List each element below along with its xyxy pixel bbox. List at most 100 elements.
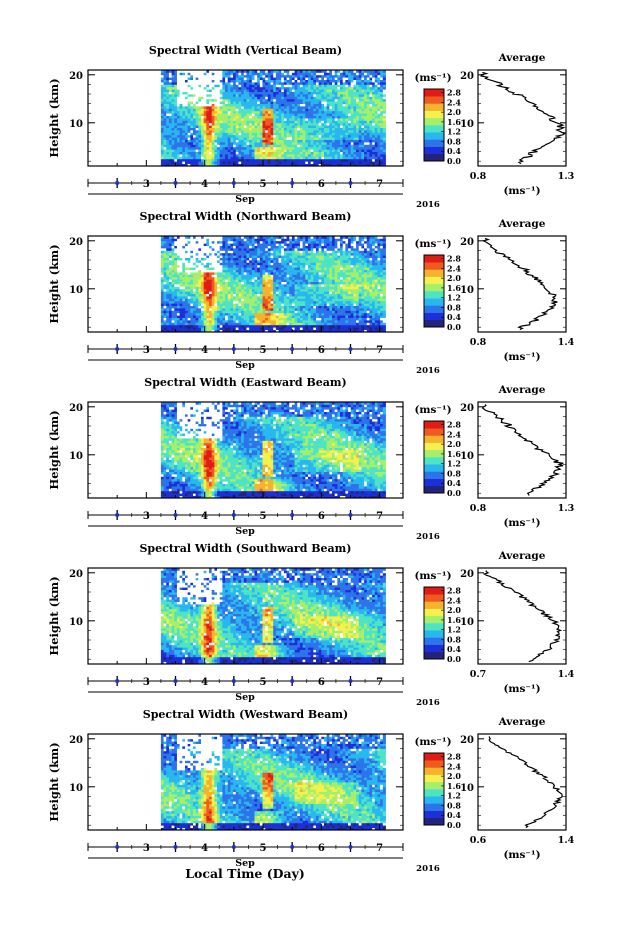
heatmap-cell: [206, 241, 209, 244]
heatmap-cell: [220, 250, 223, 253]
heatmap-cell: [217, 72, 220, 75]
heatmap-cell: [377, 147, 380, 150]
heatmap-cell: [230, 152, 233, 155]
heatmap-cell: [300, 111, 303, 114]
heatmap-cell: [188, 106, 191, 109]
heatmap-cell: [212, 327, 215, 330]
heatmap-cell: [220, 108, 223, 111]
heatmap-cell: [273, 132, 276, 135]
heatmap-cell: [228, 130, 231, 133]
heatmap-cell: [356, 128, 359, 131]
heatmap-cell: [249, 80, 252, 83]
heatmap-cell: [252, 106, 255, 109]
heatmap-cell: [377, 135, 380, 138]
heatmap-cell: [193, 128, 196, 131]
heatmap-cell: [201, 125, 204, 128]
heatmap-cell: [217, 246, 220, 249]
heatmap-cell: [182, 272, 185, 275]
heatmap-cell: [161, 315, 164, 318]
heatmap-cell: [335, 144, 338, 147]
heatmap-cell: [206, 310, 209, 313]
heatmap-cell: [238, 161, 241, 164]
heatmap-cell: [254, 253, 257, 256]
heatmap-cell: [220, 137, 223, 140]
heatmap-cell: [182, 113, 185, 116]
heatmap-cell: [201, 94, 204, 97]
heatmap-cell: [375, 82, 378, 85]
heatmap-cell: [284, 140, 287, 143]
heatmap-cell: [182, 135, 185, 138]
heatmap-cell: [367, 72, 370, 75]
heatmap-cell: [252, 298, 255, 301]
heatmap-cell: [222, 137, 225, 140]
heatmap-cell: [257, 84, 260, 87]
heatmap-cell: [241, 96, 244, 99]
heatmap-cell: [252, 315, 255, 318]
heatmap-cell: [246, 72, 249, 75]
heatmap-cell: [190, 132, 193, 135]
heatmap-cell: [214, 96, 217, 99]
heatmap-cell: [225, 159, 228, 162]
heatmap-cell: [246, 262, 249, 265]
heatmap-cell: [209, 82, 212, 85]
heatmap-cell: [172, 284, 175, 287]
heatmap-cell: [246, 147, 249, 150]
heatmap-cell: [337, 96, 340, 99]
heatmap-cell: [244, 156, 247, 159]
heatmap-cell: [348, 135, 351, 138]
heatmap-cell: [174, 250, 177, 253]
heatmap-cell: [375, 104, 378, 107]
heatmap-cell: [244, 308, 247, 311]
heatmap-cell: [182, 255, 185, 258]
heatmap-cell: [238, 241, 241, 244]
heatmap-cell: [241, 113, 244, 116]
heatmap-cell: [276, 101, 279, 104]
heatmap-cell: [281, 135, 284, 138]
heatmap-cell: [303, 118, 306, 121]
heatmap-cell: [220, 322, 223, 325]
heatmap-cell: [257, 128, 260, 131]
heatmap-cell: [204, 144, 207, 147]
heatmap-cell: [305, 94, 308, 97]
heatmap-cell: [281, 99, 284, 102]
heatmap-cell: [201, 77, 204, 80]
heatmap-cell: [220, 270, 223, 273]
heatmap-cell: [327, 77, 330, 80]
heatmap-cell: [383, 125, 386, 128]
heatmap-cell: [206, 142, 209, 145]
heatmap-cell: [265, 144, 268, 147]
heatmap-cell: [303, 111, 306, 114]
heatmap-cell: [335, 137, 338, 140]
heatmap-cell: [329, 156, 332, 159]
heatmap-cell: [335, 96, 338, 99]
heatmap-cell: [225, 267, 228, 270]
heatmap-cell: [174, 156, 177, 159]
heatmap-cell: [316, 77, 319, 80]
heatmap-cell: [196, 106, 199, 109]
heatmap-cell: [324, 135, 327, 138]
heatmap-cell: [257, 306, 260, 309]
heatmap-cell: [233, 82, 236, 85]
heatmap-cell: [273, 106, 276, 109]
heatmap-cell: [198, 289, 201, 292]
heatmap-cell: [246, 315, 249, 318]
heatmap-cell: [188, 306, 191, 309]
heatmap-cell: [324, 77, 327, 80]
heatmap-cell: [220, 94, 223, 97]
heatmap-cell: [289, 99, 292, 102]
heatmap-cell: [209, 144, 212, 147]
heatmap-cell: [204, 308, 207, 311]
heatmap-cell: [190, 144, 193, 147]
heatmap-cell: [295, 123, 298, 126]
heatmap-cell: [249, 118, 252, 121]
heatmap-cell: [225, 313, 228, 316]
heatmap-cell: [198, 77, 201, 80]
heatmap-cell: [225, 294, 228, 297]
heatmap-cell: [308, 113, 311, 116]
heatmap-cell: [185, 246, 188, 249]
heatmap-cell: [279, 106, 282, 109]
heatmap-cell: [217, 248, 220, 251]
heatmap-cell: [287, 87, 290, 90]
heatmap-cell: [348, 94, 351, 97]
heatmap-cell: [169, 120, 172, 123]
